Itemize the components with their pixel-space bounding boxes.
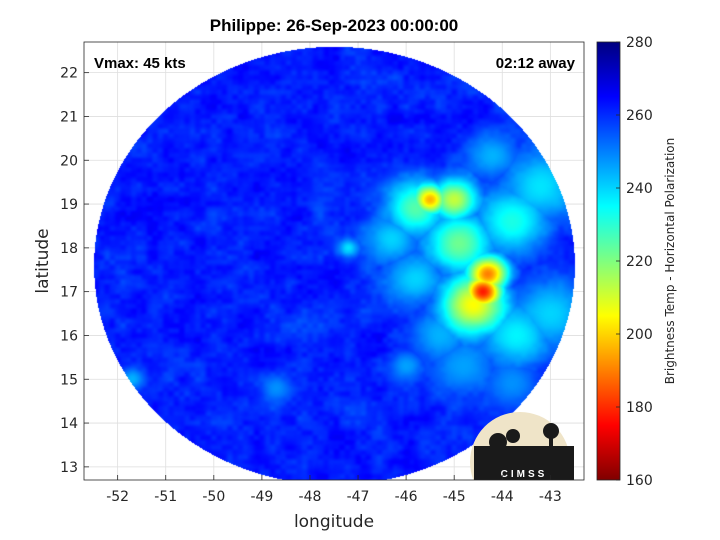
x-tick-label: -45 <box>443 489 466 505</box>
y-tick-label: 21 <box>60 109 78 125</box>
colorbar-tick-label: 220 <box>626 254 653 270</box>
x-tick-label: -50 <box>202 489 225 505</box>
x-tick-label: -48 <box>299 489 322 505</box>
colorbar-tick-label: 200 <box>626 327 653 343</box>
colorbar-tick-label: 160 <box>626 473 653 489</box>
heatmap-image <box>84 42 584 480</box>
y-ticks: 13 14 15 16 17 18 19 20 21 22 <box>60 66 89 476</box>
y-tick-label: 13 <box>60 460 78 476</box>
chart-title: Philippe: 26-Sep-2023 00:00:00 <box>210 16 459 35</box>
x-tick-label: -44 <box>491 489 514 505</box>
y-tick-label: 22 <box>60 66 78 82</box>
vmax-annotation: Vmax: 45 kts <box>94 55 186 72</box>
colorbar-label: Brightness Temp - Horizontal Polarizatio… <box>663 138 677 385</box>
x-tick-label: -47 <box>347 489 370 505</box>
logo-text: CIMSS <box>501 469 548 480</box>
x-tick-label: -52 <box>106 489 129 505</box>
x-axis-label: longitude <box>294 512 374 532</box>
y-tick-label: 19 <box>60 197 78 213</box>
colorbar-tick-label: 280 <box>626 35 653 51</box>
x-ticks: -52 -51 -50 -49 -48 -47 -46 -45 -44 -43 <box>106 475 562 505</box>
y-tick-label: 17 <box>60 285 78 301</box>
y-tick-label: 18 <box>60 241 78 257</box>
x-tick-label: -49 <box>250 489 273 505</box>
cimss-logo: CIMSS <box>470 412 574 480</box>
axes-box <box>83 41 585 481</box>
logo-building <box>474 446 574 480</box>
time-away-annotation: 02:12 away <box>496 55 576 72</box>
x-tick-label: -51 <box>154 489 177 505</box>
y-tick-label: 20 <box>60 153 78 169</box>
x-tick-label: -46 <box>395 489 418 505</box>
logo-satellite-dish-2 <box>506 429 520 443</box>
y-tick-label: 16 <box>60 328 78 344</box>
y-axis-label: latitude <box>33 228 53 293</box>
y-tick-label: 14 <box>60 416 78 432</box>
x-tick-label: -43 <box>539 489 562 505</box>
y-tick-label: 15 <box>60 372 78 388</box>
logo-satellite-dish <box>489 433 507 451</box>
colorbar-tick-label: 240 <box>626 181 653 197</box>
colorbar-tick-label: 260 <box>626 108 653 124</box>
logo-water-tower <box>543 423 559 439</box>
colorbar-ticks: 160 180 200 220 240 260 280 <box>616 35 653 489</box>
logo-tower-leg <box>549 437 553 449</box>
colorbar: 160 180 200 220 240 260 280 Brightness Temp - … <box>596 35 677 489</box>
colorbar-tick-label: 180 <box>626 400 653 416</box>
